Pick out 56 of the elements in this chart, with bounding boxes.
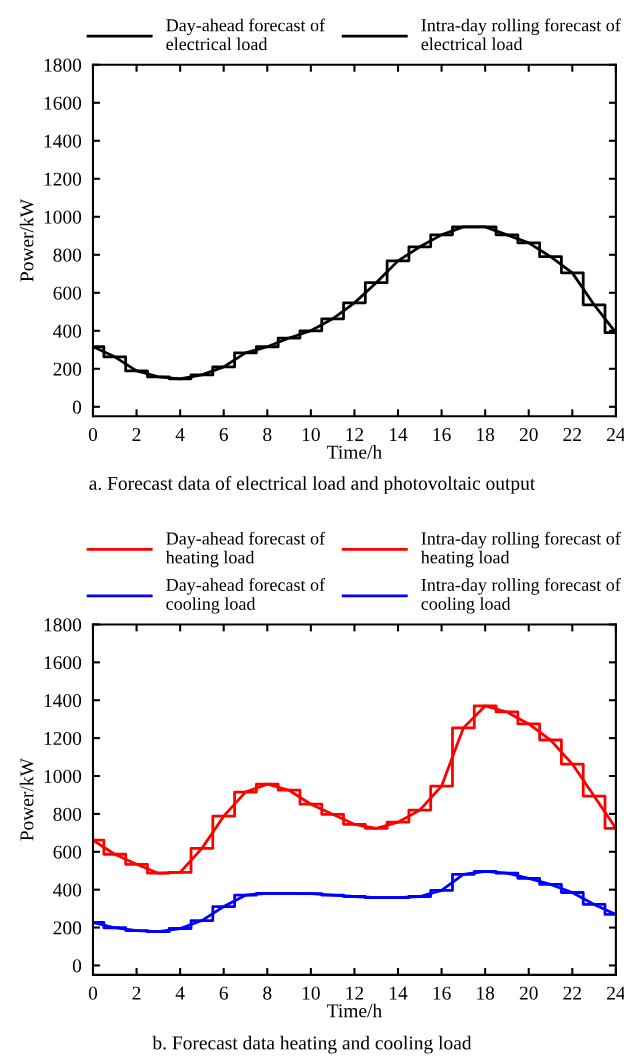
x-tick-label: 4 [175, 428, 185, 441]
x-tick-label: 22 [563, 986, 581, 1000]
y-tick-label: 1200 [44, 172, 82, 186]
x-tick-label: 6 [219, 986, 228, 1000]
x-axis-title: Time/h [327, 1003, 382, 1018]
y-tick-label: 800 [53, 807, 82, 821]
x-tick-label: 16 [433, 986, 451, 1000]
x-tick-label: 18 [477, 986, 495, 1000]
legend-label: Day-ahead forecast of electrical load [166, 18, 326, 51]
y-tick-label: 1000 [44, 769, 82, 783]
y-tick-label: 1800 [44, 58, 82, 72]
x-tick-label: 16 [433, 428, 451, 442]
legend-label: Intra-day rolling forecast of heating load [420, 531, 621, 568]
y-tick-label: 800 [53, 248, 82, 262]
x-tick-label: 22 [563, 428, 581, 441]
x-tick-label: 14 [390, 428, 408, 441]
x-axis-title: Time/h [327, 445, 382, 459]
text: a. Forecast data of electrical load and photovoltaic output [89, 476, 536, 494]
x-tick-label: 20 [519, 427, 538, 442]
y-tick-label: 600 [53, 845, 82, 859]
x-tick-label: 0 [88, 427, 98, 442]
x-tick-label: 8 [263, 986, 272, 1000]
y-axis-title: Power/kW [19, 758, 34, 841]
x-tick-label: 18 [477, 427, 495, 442]
x-tick-label: 10 [302, 427, 320, 442]
x-tick-label: 0 [88, 986, 98, 1000]
text: b. Forecast data heating and cooling load [152, 1035, 472, 1054]
y-axis-title: Power/kW [19, 199, 34, 282]
y-tick-label: 200 [53, 362, 82, 376]
y-tick-label: 400 [53, 883, 82, 897]
x-tick-label: 4 [175, 986, 185, 1000]
y-tick-label: 1400 [44, 694, 82, 708]
y-tick-label: 0 [72, 400, 82, 414]
legend-label: Intra-day rolling forecast of electrical load [421, 18, 621, 51]
x-tick-label: 2 [132, 986, 141, 1000]
x-tick-label: 12 [346, 986, 364, 1000]
x-tick-label: 14 [390, 986, 408, 1000]
x-tick-label: 8 [263, 427, 272, 442]
x-tick-label: 6 [219, 428, 228, 442]
y-tick-label: 400 [53, 324, 82, 338]
y-tick-label: 0 [72, 959, 82, 973]
y-tick-label: 600 [53, 286, 82, 300]
x-tick-label: 10 [302, 986, 320, 1000]
y-tick-label: 1400 [44, 134, 82, 148]
y-tick-label: 1600 [44, 656, 82, 670]
y-tick-label: 1200 [44, 731, 82, 746]
y-tick-label: 1000 [44, 210, 82, 224]
x-tick-label: 12 [346, 428, 364, 441]
y-tick-label: 200 [53, 921, 82, 935]
legend-label: Day-ahead forecast of cooling load [166, 578, 326, 614]
y-tick-label: 1600 [44, 96, 82, 110]
y-tick-label: 1800 [44, 618, 82, 632]
legend-label: Intra-day rolling forecast of cooling load [421, 578, 621, 614]
legend-label: Day-ahead forecast of heating load [165, 531, 326, 568]
x-tick-label: 20 [519, 986, 538, 1000]
x-tick-label: 2 [132, 428, 141, 441]
